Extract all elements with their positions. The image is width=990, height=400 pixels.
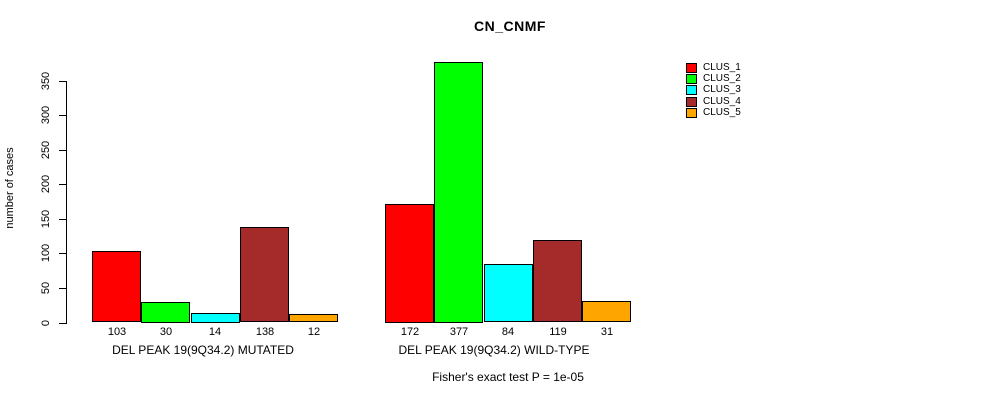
bar-value-label: 30 <box>159 326 173 338</box>
y-axis-tick <box>59 253 66 254</box>
bar-clus_3-group1 <box>191 313 240 323</box>
legend-label: CLUS_3 <box>703 84 741 96</box>
bar-value-label: 377 <box>449 326 469 338</box>
y-axis-tick-label: 250 <box>40 140 52 160</box>
legend-swatch-clus_4 <box>686 96 697 107</box>
y-axis-tick <box>59 81 66 82</box>
bar-value-label: 172 <box>400 326 420 338</box>
legend-item-clus_3: CLUS_3 <box>686 85 741 96</box>
legend-item-clus_1: CLUS_1 <box>686 62 741 73</box>
bar-value-label: 84 <box>501 326 515 338</box>
y-axis-tick-label: 0 <box>40 319 52 327</box>
bar-value-label: 31 <box>600 326 614 338</box>
y-axis-tick-label: 50 <box>40 281 52 295</box>
bar-clus_2-group2 <box>434 62 483 323</box>
y-axis-tick <box>59 288 66 289</box>
bar-clus_4-group2 <box>533 240 582 322</box>
bar-clus_4-group1 <box>240 227 289 322</box>
y-axis-tick <box>59 115 66 116</box>
legend-swatch-clus_3 <box>686 85 697 96</box>
bar-value-label: 138 <box>255 326 275 338</box>
legend-label: CLUS_1 <box>703 61 741 73</box>
bar-value-label: 103 <box>107 326 127 338</box>
legend-label: CLUS_5 <box>703 107 741 119</box>
group-label-1: DEL PEAK 19(9Q34.2) MUTATED <box>112 343 294 357</box>
fisher-test-footnote: Fisher's exact test P = 1e-05 <box>432 370 584 384</box>
y-axis-title: number of cases <box>4 147 16 229</box>
y-axis-line <box>66 80 67 324</box>
y-axis-tick <box>59 219 66 220</box>
legend-item-clus_5: CLUS_5 <box>686 108 741 119</box>
bar-value-label: 14 <box>208 326 222 338</box>
legend-item-clus_2: CLUS_2 <box>686 73 741 85</box>
y-axis-tick-label: 100 <box>40 243 52 263</box>
legend-swatch-clus_5 <box>686 108 697 119</box>
bar-clus_5-group2 <box>582 301 631 322</box>
y-axis-tick-label: 200 <box>40 174 52 194</box>
y-axis-tick <box>59 150 66 151</box>
y-axis-tick-label: 350 <box>40 71 52 91</box>
y-axis-tick <box>59 323 66 324</box>
group-label-2: DEL PEAK 19(9Q34.2) WILD-TYPE <box>398 343 590 357</box>
bar-clus_2-group1 <box>141 302 190 323</box>
legend-item-clus_4: CLUS_4 <box>686 96 741 107</box>
bar-clus_1-group2 <box>385 204 434 323</box>
y-axis-tick <box>59 184 66 185</box>
legend-label: CLUS_4 <box>703 95 741 107</box>
legend: CLUS_1 CLUS_2 CLUS_3 CLUS_4 CLUS_5 <box>686 62 741 119</box>
y-axis-tick-label: 300 <box>40 105 52 125</box>
legend-swatch-clus_1 <box>686 62 697 73</box>
bar-value-label: 119 <box>549 326 567 338</box>
legend-label: CLUS_2 <box>703 73 741 85</box>
chart-title: CN_CNMF <box>474 18 546 34</box>
bar-value-label: 12 <box>307 326 321 338</box>
bar-clus_3-group2 <box>484 264 533 322</box>
bar-clus_1-group1 <box>92 251 141 322</box>
legend-swatch-clus_2 <box>686 74 697 85</box>
bar-clus_5-group1 <box>289 314 338 322</box>
y-axis-tick-label: 150 <box>40 209 52 229</box>
